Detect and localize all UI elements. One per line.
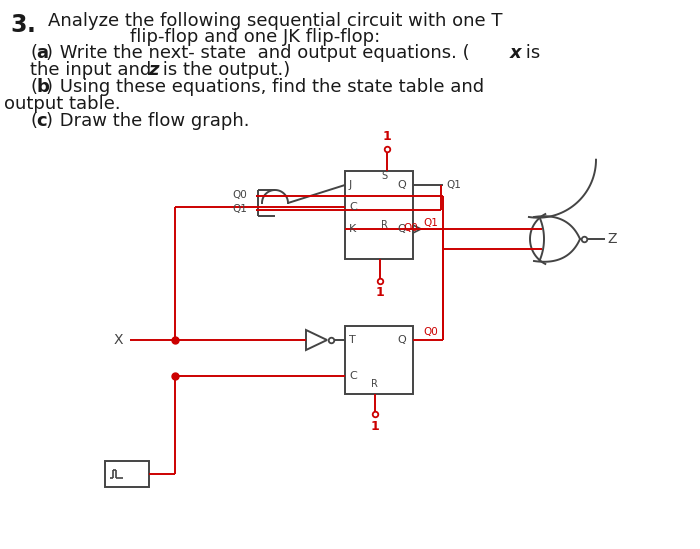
Text: c: c [36, 112, 47, 130]
Text: ): ) [46, 78, 53, 96]
Text: Q: Q [397, 224, 406, 234]
Text: x: x [510, 44, 522, 62]
Text: Analyze the following sequential circuit with one T: Analyze the following sequential circuit… [48, 12, 503, 30]
Text: (: ( [30, 112, 37, 130]
Text: is: is [520, 44, 540, 62]
Text: T: T [349, 335, 356, 345]
Text: b: b [36, 78, 49, 96]
Text: Q: Q [397, 180, 406, 190]
Text: 1: 1 [376, 287, 384, 300]
Bar [345, 171, 413, 259]
Text: z: z [148, 61, 158, 79]
Text: Q1: Q1 [423, 218, 438, 228]
Text: $\mathbf{3.}$: $\mathbf{3.}$ [10, 13, 35, 37]
Text: Draw the flow graph.: Draw the flow graph. [54, 112, 249, 130]
Text: ): ) [46, 112, 53, 130]
Text: Write the next- state  and output equations. (: Write the next- state and output equatio… [54, 44, 470, 62]
Text: output table.: output table. [4, 95, 120, 113]
Text: J: J [349, 180, 352, 190]
Text: (: ( [30, 78, 37, 96]
Text: S: S [381, 171, 387, 181]
Text: X: X [114, 333, 123, 347]
Text: C: C [349, 371, 357, 381]
Text: R: R [371, 379, 378, 389]
Text: the input and: the input and [30, 61, 157, 79]
Text: Q: Q [397, 335, 406, 345]
Text: flip-flop and one JK flip-flop:: flip-flop and one JK flip-flop: [130, 28, 380, 46]
Text: Q1: Q1 [446, 180, 461, 190]
Text: 1: 1 [383, 131, 391, 143]
Text: 1: 1 [370, 419, 379, 433]
Text: is the output.): is the output.) [157, 61, 290, 79]
Text: K: K [349, 224, 356, 234]
Text: Q0: Q0 [423, 327, 438, 337]
Text: C: C [349, 202, 357, 212]
Text: ): ) [46, 44, 53, 62]
Text: a: a [36, 44, 48, 62]
Text: Z: Z [607, 232, 617, 246]
Text: Q0: Q0 [232, 190, 246, 200]
Text: R: R [381, 220, 388, 230]
Text: (: ( [30, 44, 37, 62]
Text: Q0: Q0 [403, 223, 418, 233]
Bar [105, 461, 149, 487]
Text: Q1: Q1 [232, 204, 247, 214]
Bar [345, 326, 413, 394]
Text: Using these equations, find the state table and: Using these equations, find the state ta… [54, 78, 484, 96]
